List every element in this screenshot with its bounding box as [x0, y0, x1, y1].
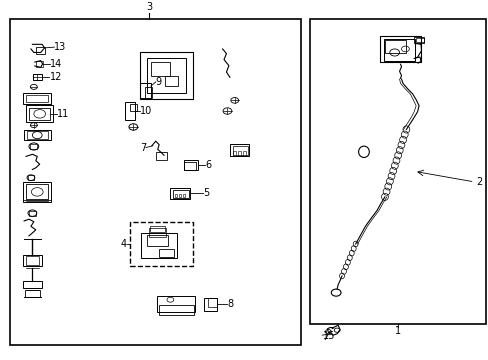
- Bar: [151, 62, 169, 76]
- Text: 2: 2: [475, 177, 481, 187]
- Bar: [415, 38, 423, 42]
- Bar: [141, 233, 177, 258]
- Bar: [26, 95, 48, 102]
- Bar: [183, 194, 185, 197]
- Bar: [10, 19, 300, 345]
- Bar: [24, 130, 51, 140]
- Bar: [130, 222, 193, 266]
- Bar: [310, 19, 485, 324]
- Bar: [183, 160, 198, 170]
- Bar: [144, 87, 152, 98]
- Text: 9: 9: [156, 77, 162, 87]
- Bar: [175, 194, 177, 197]
- Text: 7: 7: [140, 143, 146, 153]
- Bar: [238, 152, 241, 156]
- Text: 13: 13: [54, 42, 66, 52]
- Bar: [36, 61, 43, 67]
- Bar: [158, 305, 193, 315]
- Bar: [233, 152, 236, 156]
- Bar: [140, 83, 151, 98]
- Bar: [156, 152, 167, 159]
- Bar: [22, 281, 42, 288]
- Bar: [150, 226, 164, 231]
- Bar: [36, 47, 45, 54]
- Bar: [183, 162, 195, 170]
- Bar: [147, 235, 167, 246]
- Bar: [207, 298, 216, 307]
- Bar: [169, 188, 190, 199]
- Bar: [23, 255, 41, 266]
- Bar: [413, 37, 424, 43]
- Bar: [30, 144, 37, 149]
- Bar: [379, 36, 420, 62]
- Text: 15: 15: [322, 331, 334, 341]
- Text: 12: 12: [49, 72, 61, 82]
- Bar: [157, 296, 195, 312]
- Text: 14: 14: [50, 59, 62, 69]
- Bar: [383, 39, 415, 60]
- Bar: [229, 144, 249, 156]
- Bar: [233, 146, 247, 155]
- Bar: [26, 105, 53, 122]
- Bar: [28, 175, 34, 180]
- Bar: [164, 76, 178, 86]
- Text: 6: 6: [205, 160, 211, 170]
- Bar: [173, 190, 188, 198]
- Bar: [29, 211, 36, 216]
- Text: 10: 10: [140, 106, 152, 116]
- Bar: [26, 184, 48, 199]
- Bar: [25, 290, 40, 297]
- Text: 3: 3: [146, 3, 152, 12]
- Bar: [179, 194, 181, 197]
- Bar: [243, 152, 245, 156]
- Bar: [29, 108, 50, 120]
- Bar: [158, 249, 174, 257]
- Bar: [33, 74, 41, 80]
- Bar: [23, 182, 51, 202]
- Bar: [130, 104, 137, 111]
- Text: 11: 11: [57, 109, 69, 119]
- Text: 8: 8: [227, 299, 233, 309]
- Text: 5: 5: [203, 188, 209, 198]
- Bar: [25, 256, 39, 265]
- Bar: [203, 298, 217, 311]
- Bar: [124, 102, 135, 120]
- Bar: [385, 40, 405, 53]
- Bar: [23, 93, 51, 104]
- Bar: [27, 131, 47, 139]
- Bar: [140, 53, 193, 99]
- Text: 1: 1: [394, 326, 400, 336]
- Bar: [147, 58, 185, 93]
- Text: 4: 4: [120, 239, 126, 249]
- Bar: [149, 228, 166, 237]
